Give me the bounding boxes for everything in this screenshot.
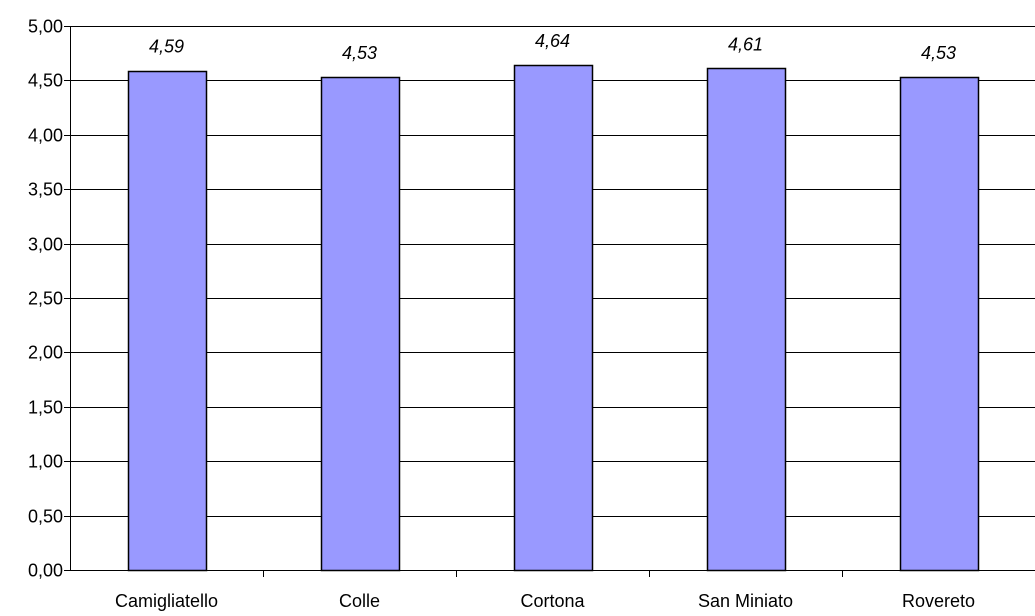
y-tick-label: 1,50: [28, 398, 63, 418]
y-tick-label: 4,50: [28, 71, 63, 91]
bars: [127, 64, 980, 572]
y-tick-label: 0,50: [28, 507, 63, 527]
data-label: 4,64: [535, 31, 570, 51]
data-label: 4,59: [149, 37, 184, 57]
bar: [320, 76, 401, 572]
data-label: 4,53: [921, 43, 956, 63]
bar: [513, 64, 594, 572]
y-tick-label: 1,00: [28, 452, 63, 472]
y-tick-label: 2,00: [28, 343, 63, 363]
x-category-label: Camigliatello: [115, 591, 218, 611]
axes: [64, 26, 1035, 577]
bar: [899, 76, 980, 572]
x-category-label: Colle: [339, 591, 380, 611]
x-category-label: Rovereto: [902, 591, 975, 611]
x-category-label: Cortona: [520, 591, 585, 611]
labels: 0,00 0,50 1,00 1,50 2,00 2,50 3,00 3,50 4,00 4,50…: [28, 17, 975, 612]
data-label: 4,61: [728, 34, 763, 54]
data-label: 4,53: [342, 43, 377, 63]
bar: [127, 70, 208, 572]
y-tick-label: 3,00: [28, 235, 63, 255]
bar: [706, 67, 787, 572]
y-tick-label: 3,50: [28, 180, 63, 200]
x-category-label: San Miniato: [698, 591, 793, 611]
y-tick-label: 5,00: [28, 17, 63, 37]
y-tick-label: 0,00: [28, 561, 63, 581]
y-tick-label: 2,50: [28, 289, 63, 309]
y-tick-label: 4,00: [28, 126, 63, 146]
